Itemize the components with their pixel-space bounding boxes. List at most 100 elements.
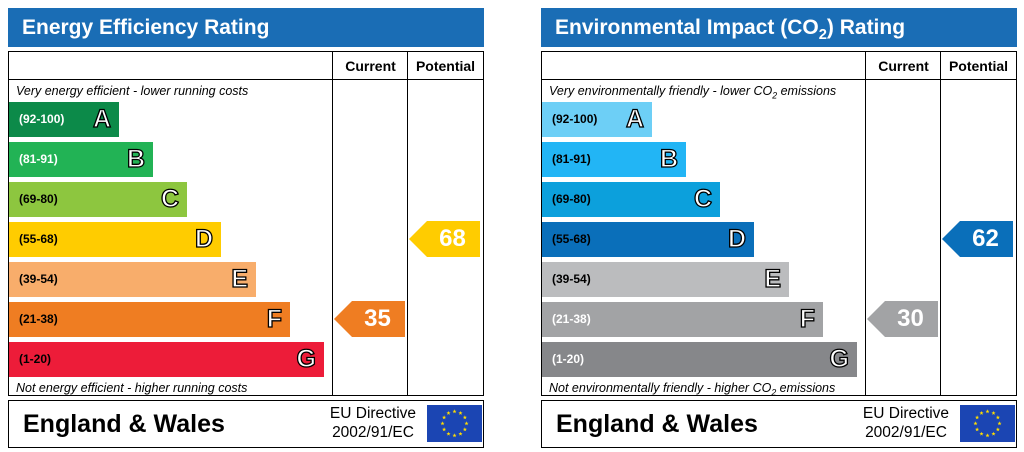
rating-arrow-shape (942, 221, 1013, 257)
current-column-header: Current (332, 52, 408, 80)
rating-arrow (409, 221, 480, 257)
band-letter-label: D (194, 224, 213, 253)
potential-rating-value: 68 (439, 225, 466, 252)
directive-line2: 2002/91/EC (865, 424, 947, 441)
band-letter-label: F (266, 304, 283, 333)
rating-arrow (334, 301, 405, 337)
band-letter-label: A (92, 104, 111, 133)
column-divider (332, 80, 333, 395)
band-range-label: (39-54) (19, 272, 58, 286)
band-range-label: (69-80) (552, 192, 591, 206)
energy-efficiency-panel: Energy Efficiency Rating Current Potenti… (8, 8, 484, 448)
band-range-label: (55-68) (19, 232, 58, 246)
band-letter-label: A (625, 104, 644, 133)
eu-flag-icon (960, 405, 1015, 442)
rating-arrow-shape (867, 301, 938, 337)
band-range-label: (92-100) (19, 112, 65, 126)
directive-line1: EU Directive (329, 405, 417, 422)
band-range-label: (55-68) (552, 232, 591, 246)
current-rating-value: 30 (897, 305, 924, 332)
eu-flag-icon (427, 405, 482, 442)
potential-column-header: Potential (940, 52, 1016, 80)
flag-star (452, 433, 457, 438)
rating-band-b: (81-91) B (542, 142, 686, 177)
band-letter-label: G (829, 344, 850, 373)
band-letter-label: C (693, 184, 712, 213)
eu-directive: EU Directive 2002/91/EC (850, 404, 962, 442)
environmental-impact-panel: Environmental Impact (CO2) Rating Curren… (541, 8, 1017, 448)
current-rating-value: 35 (364, 305, 391, 332)
band-range-label: (39-54) (552, 272, 591, 286)
flag-star (446, 410, 451, 415)
potential-rating-value: 62 (972, 225, 999, 252)
potential-rating-marker: 62 (942, 221, 1013, 257)
flag-star (975, 415, 980, 420)
rating-chart: Current Potential Very environmentally f… (541, 51, 1017, 398)
band-letter-label: E (231, 264, 249, 293)
band-letter-label: E (764, 264, 782, 293)
rating-band-d: (55-68) D (9, 222, 221, 257)
footer: England & Wales EU Directive 2002/91/EC (8, 400, 484, 448)
rating-band-c: (69-80) C (9, 182, 187, 217)
flag-star (458, 410, 463, 415)
flag-star (991, 431, 996, 436)
flag-star (979, 431, 984, 436)
rating-band-f: (21-38) F (542, 302, 823, 337)
band-range-label: (21-38) (552, 312, 591, 326)
band-range-label: (21-38) (19, 312, 58, 326)
band-letter-label: F (799, 304, 816, 333)
flag-star (446, 431, 451, 436)
top-caption: Very energy efficient - lower running co… (16, 84, 249, 98)
flag-star (997, 421, 1002, 426)
rating-band-c: (69-80) C (542, 182, 720, 217)
rating-band-b: (81-91) B (9, 142, 153, 177)
flag-star (462, 415, 467, 420)
band-range-label: (1-20) (19, 352, 52, 366)
panel-title: Environmental Impact (CO2) Rating (541, 8, 1017, 47)
current-column-header: Current (865, 52, 941, 80)
panel-title: Energy Efficiency Rating (8, 8, 484, 47)
directive-line1: EU Directive (862, 405, 950, 422)
flag-star (985, 409, 990, 414)
flag-star (973, 421, 978, 426)
band-letter-label: D (727, 224, 746, 253)
flag-star (440, 421, 445, 426)
directive-line2: 2002/91/EC (332, 424, 414, 441)
flag-star (462, 427, 467, 432)
region-label: England & Wales (23, 410, 225, 438)
column-header-spacer (9, 52, 333, 80)
band-range-label: (81-91) (19, 152, 58, 166)
flag-star (985, 433, 990, 438)
rating-band-g: (1-20) G (9, 342, 324, 377)
current-rating-marker: 35 (334, 301, 405, 337)
flag-star (464, 421, 469, 426)
rating-arrow-shape (334, 301, 405, 337)
band-range-label: (81-91) (552, 152, 591, 166)
rating-band-e: (39-54) E (542, 262, 789, 297)
flag-star (995, 415, 1000, 420)
current-rating-marker: 30 (867, 301, 938, 337)
potential-column-header: Potential (407, 52, 483, 80)
rating-chart: Current Potential Very energy efficient … (8, 51, 484, 396)
flag-star (975, 427, 980, 432)
band-range-label: (69-80) (19, 192, 58, 206)
band-letter-label: C (160, 184, 179, 213)
band-letter-label: G (296, 344, 317, 373)
column-divider (940, 80, 941, 395)
rating-band-e: (39-54) E (9, 262, 256, 297)
band-range-label: (1-20) (552, 352, 585, 366)
flag-star (458, 431, 463, 436)
flag-star (442, 415, 447, 420)
rating-arrow (867, 301, 938, 337)
region-label: England & Wales (556, 410, 758, 438)
rating-band-d: (55-68) D (542, 222, 754, 257)
flag-star (979, 410, 984, 415)
band-range-label: (92-100) (552, 112, 598, 126)
flag-star (452, 409, 457, 414)
rating-arrow (942, 221, 1013, 257)
column-header-spacer (542, 52, 866, 80)
band-letter-label: B (659, 144, 678, 173)
rating-band-g: (1-20) G (542, 342, 857, 377)
band-letter-label: B (126, 144, 145, 173)
rating-arrow-shape (409, 221, 480, 257)
